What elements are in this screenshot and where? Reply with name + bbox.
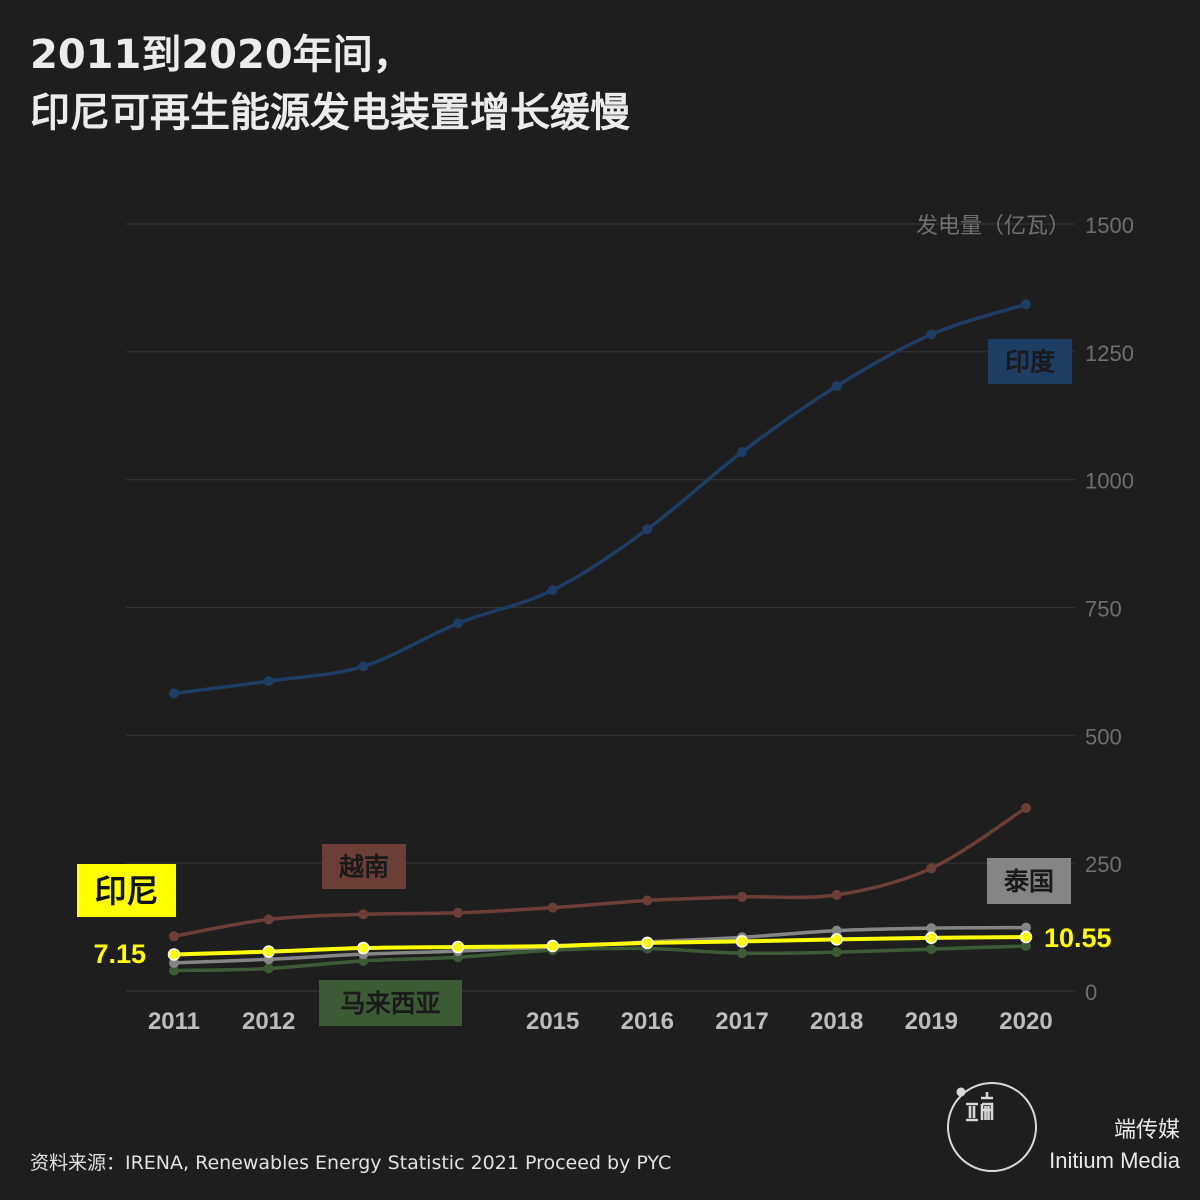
data-point-vietnam bbox=[737, 891, 747, 902]
x-tick-label: 2016 bbox=[621, 1008, 674, 1035]
data-point-indonesia bbox=[167, 948, 181, 961]
data-point-thailand bbox=[926, 923, 937, 934]
legend-box-india bbox=[988, 339, 1072, 384]
y-tick-label: 500 bbox=[1085, 724, 1122, 749]
data-point-indonesia bbox=[451, 940, 465, 954]
logo-mark-icon bbox=[956, 1087, 994, 1122]
x-tick-label: 2011 bbox=[148, 1008, 200, 1035]
data-point-vietnam bbox=[453, 907, 463, 918]
data-point-india bbox=[453, 618, 463, 629]
y-tick-label: 1250 bbox=[1085, 341, 1134, 366]
data-point-india bbox=[926, 329, 937, 340]
legend-label-thailand: 泰国 bbox=[1004, 867, 1054, 896]
data-point-vietnam bbox=[169, 931, 179, 942]
series-line-malaysia bbox=[173, 944, 1027, 973]
data-point-indonesia bbox=[641, 936, 654, 950]
logo-icon bbox=[947, 1082, 1037, 1172]
data-point-indonesia bbox=[925, 931, 938, 945]
data-point-vietnam bbox=[1021, 802, 1031, 813]
legend-box-vietnam bbox=[322, 844, 406, 889]
legend-label-malaysia: 马来西亚 bbox=[340, 989, 440, 1018]
data-point-malaysia bbox=[263, 963, 274, 974]
series-india bbox=[169, 299, 1031, 699]
data-point-malaysia bbox=[169, 965, 179, 976]
chart-title: 2011到2020年间， 印尼可再生能源发电装置增长缓慢 bbox=[30, 26, 630, 142]
data-point-vietnam bbox=[831, 889, 842, 900]
x-tick-label: 2019 bbox=[905, 1008, 958, 1035]
y-tick-label: 1500 bbox=[1085, 213, 1134, 238]
data-point-indonesia bbox=[735, 935, 749, 948]
series-line-indonesia bbox=[173, 935, 1027, 957]
data-point-thailand bbox=[1021, 922, 1031, 933]
data-point-malaysia bbox=[737, 948, 747, 959]
data-point-indonesia bbox=[262, 945, 275, 958]
y-axis-label: 发电量（亿瓦） bbox=[916, 214, 1070, 239]
x-tick-label: 2020 bbox=[999, 1008, 1052, 1035]
data-point-india bbox=[1021, 299, 1031, 310]
data-point-india bbox=[642, 524, 653, 535]
data-point-india bbox=[547, 585, 558, 596]
data-point-indonesia bbox=[830, 933, 843, 946]
data-point-india bbox=[358, 661, 369, 672]
legend-box-indonesia bbox=[77, 864, 176, 917]
title-line-2: 印尼可再生能源发电装置增长缓慢 bbox=[30, 90, 630, 136]
legend-box-malaysia bbox=[319, 980, 462, 1026]
brand-name-cn: 端传媒 bbox=[1113, 1118, 1180, 1143]
data-point-malaysia bbox=[831, 947, 842, 958]
y-tick-label: 750 bbox=[1085, 597, 1122, 622]
data-point-vietnam bbox=[547, 902, 558, 913]
data-point-india bbox=[263, 676, 274, 687]
data-point-vietnam bbox=[926, 863, 937, 874]
data-point-india bbox=[169, 688, 179, 699]
series-line-india bbox=[173, 302, 1027, 696]
data-point-indonesia bbox=[357, 941, 370, 955]
data-point-thailand bbox=[831, 925, 842, 936]
series-vietnam bbox=[169, 802, 1031, 942]
data-point-vietnam bbox=[642, 895, 653, 906]
brand-name-en: Initium Media bbox=[1049, 1148, 1180, 1173]
series-indonesia bbox=[167, 930, 1033, 961]
legend-label-vietnam: 越南 bbox=[339, 853, 389, 882]
x-tick-label: 2017 bbox=[715, 1008, 768, 1035]
legend-box-thailand bbox=[987, 858, 1071, 904]
data-point-indonesia bbox=[1019, 930, 1033, 944]
legend-label-india: 印度 bbox=[1005, 348, 1055, 377]
data-point-india bbox=[737, 447, 747, 458]
y-tick-label: 250 bbox=[1085, 852, 1122, 877]
x-tick-label: 2012 bbox=[242, 1008, 295, 1035]
data-point-malaysia bbox=[1021, 941, 1031, 952]
y-tick-label: 0 bbox=[1085, 980, 1097, 1005]
data-point-indonesia bbox=[546, 939, 559, 953]
data-point-india bbox=[831, 381, 842, 392]
source-note: 资料来源：IRENA, Renewables Energy Statistic … bbox=[30, 1152, 672, 1174]
x-tick-label: 2018 bbox=[810, 1008, 863, 1035]
series-line-vietnam bbox=[173, 806, 1027, 939]
x-tick-label: 2015 bbox=[526, 1008, 579, 1035]
legend-label-indonesia: 印尼 bbox=[94, 872, 158, 910]
data-point-thailand bbox=[169, 957, 179, 968]
data-label-end: 10.55 bbox=[1044, 923, 1112, 953]
title-line-1: 2011到2020年间， bbox=[30, 32, 413, 78]
data-point-malaysia bbox=[926, 944, 937, 955]
y-tick-label: 1000 bbox=[1085, 469, 1134, 494]
data-point-vietnam bbox=[263, 914, 274, 925]
data-point-vietnam bbox=[358, 909, 369, 920]
data-label-start: 7.15 bbox=[93, 939, 146, 969]
